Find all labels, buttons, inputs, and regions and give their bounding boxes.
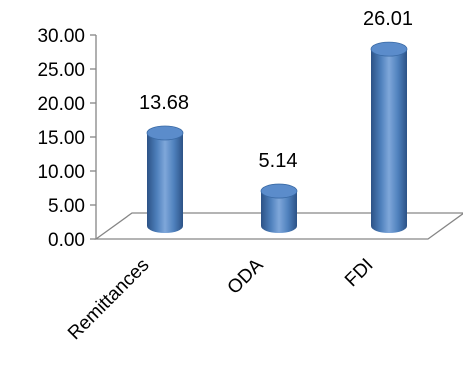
bar-remittances: [146, 125, 184, 233]
y-tick-label: 25.00: [37, 60, 85, 81]
y-tick-label: 10.00: [37, 162, 85, 183]
data-label: 13.68: [139, 92, 189, 114]
data-label: 26.01: [363, 8, 413, 30]
data-labels: 13.68 5.14 26.01: [139, 8, 413, 172]
bar-fdi: [370, 41, 408, 233]
y-tick-label: 30.00: [37, 26, 85, 47]
bar-oda: [260, 183, 298, 233]
y-tick-label: 20.00: [37, 94, 85, 115]
floor-plane: [93, 212, 463, 240]
x-tick-label: FDI: [341, 255, 377, 291]
category-labels: Remittances ODA FDI: [64, 254, 378, 344]
data-label: 5.14: [259, 150, 298, 172]
x-tick-label: Remittances: [64, 255, 154, 345]
bar-series: [146, 41, 408, 233]
y-tick-label: 0.00: [48, 230, 85, 251]
y-tick-label: 5.00: [48, 196, 85, 217]
y-tick-label: 15.00: [37, 128, 85, 149]
x-tick-label: ODA: [224, 254, 268, 298]
y-axis-ticks: 0.00 5.00 10.00 15.00 20.00 25.00 30.00: [37, 26, 96, 251]
